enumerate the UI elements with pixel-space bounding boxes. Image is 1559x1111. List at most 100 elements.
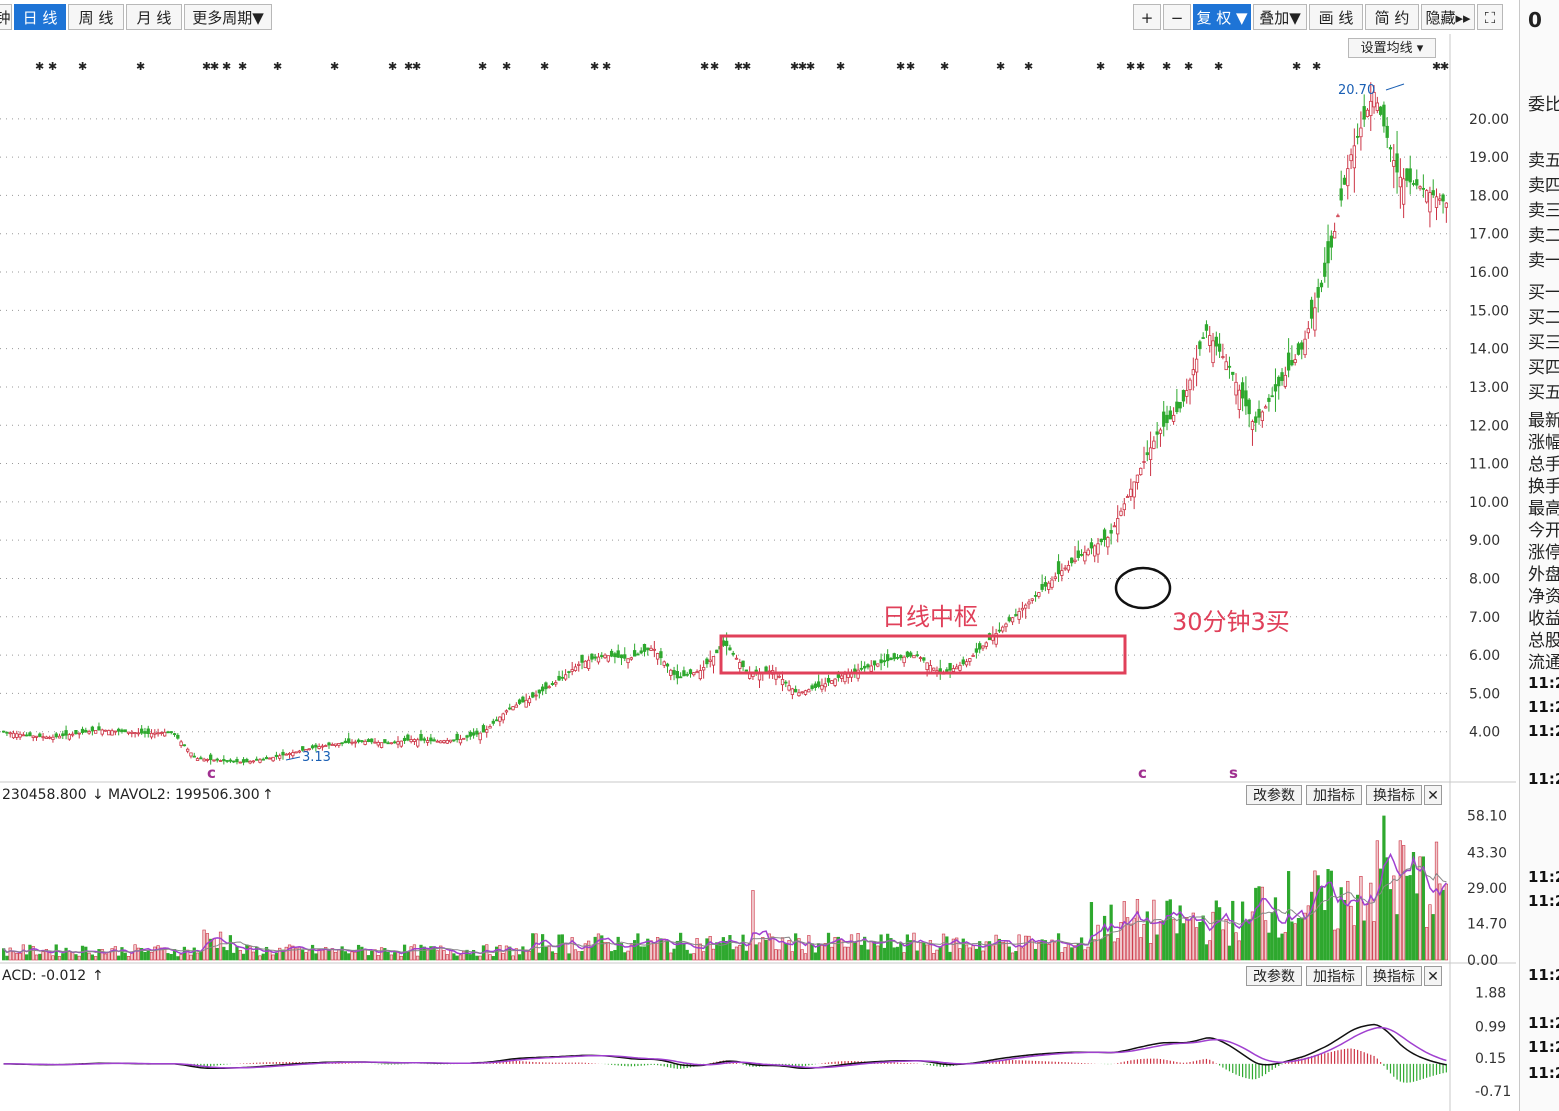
volume-bar bbox=[1191, 912, 1195, 961]
volume-bar bbox=[153, 946, 157, 961]
candle-body bbox=[547, 686, 551, 689]
volume-bar bbox=[731, 949, 735, 961]
candle-body bbox=[1421, 187, 1426, 190]
volume-bar bbox=[698, 943, 702, 961]
candle-body bbox=[540, 686, 545, 692]
volume-bar bbox=[1063, 947, 1067, 961]
tool-button-5[interactable]: 简 约 bbox=[1365, 4, 1419, 30]
volume-bar bbox=[103, 953, 108, 961]
tool-button-6[interactable]: 隐藏▸▸ bbox=[1421, 4, 1475, 30]
quote-field-label: 最高 bbox=[1528, 499, 1559, 519]
candle-body bbox=[327, 742, 331, 746]
volume-bar bbox=[836, 936, 840, 961]
candle-body bbox=[974, 648, 979, 653]
tool-button-1[interactable]: − bbox=[1163, 4, 1191, 30]
candle-body bbox=[994, 633, 998, 645]
tool-button-3[interactable]: 叠加▼ bbox=[1253, 4, 1307, 30]
volume-bar bbox=[636, 933, 640, 961]
volume-bar bbox=[557, 934, 561, 961]
period-button-2[interactable]: 周 线 bbox=[68, 4, 124, 30]
volume-ma-line bbox=[3, 852, 1447, 955]
trade-time: 11:2 bbox=[1528, 698, 1559, 716]
signal-star-marker: ✱ bbox=[330, 60, 339, 73]
volume-bar bbox=[790, 951, 794, 961]
volume-bar bbox=[396, 952, 400, 961]
volume-bar bbox=[294, 948, 298, 961]
candle-body bbox=[1165, 414, 1169, 424]
candle-body bbox=[268, 757, 272, 760]
candle-body bbox=[1102, 529, 1107, 541]
period-button-1[interactable]: 日 线 bbox=[14, 4, 66, 30]
macd-button-1[interactable]: 加指标 bbox=[1306, 966, 1362, 986]
candle-body bbox=[1250, 421, 1255, 430]
volume-bar bbox=[830, 946, 834, 961]
volume-bar bbox=[672, 948, 676, 961]
volume-bar bbox=[1310, 891, 1314, 961]
volume-bar bbox=[383, 948, 387, 961]
volume-bar bbox=[1444, 883, 1448, 961]
volume-bar bbox=[935, 949, 939, 961]
candle-body bbox=[314, 744, 318, 748]
ma-settings-button[interactable]: 设置均线 ▾ bbox=[1348, 38, 1436, 58]
quote-field-label: 买二 bbox=[1528, 308, 1559, 328]
side-panel: 0 委比 卖五 卖四 卖三 卖二 卖一 买一 买二 买三 买四 买五 最新 涨幅 总手 换手 最高 今开 涨停 外盘… bbox=[1519, 0, 1559, 1111]
candle-body bbox=[1342, 177, 1347, 185]
volume-bar bbox=[34, 954, 39, 961]
volume-bar bbox=[570, 937, 574, 961]
volume-bar bbox=[1214, 900, 1218, 961]
volume-bar bbox=[642, 946, 647, 961]
volume-bar bbox=[945, 936, 949, 961]
volume-bar bbox=[370, 951, 374, 961]
candle-body bbox=[1280, 372, 1284, 381]
price-tick-label: 6.00 bbox=[1469, 648, 1500, 664]
volume-bar bbox=[777, 949, 781, 961]
volume-bar bbox=[1145, 911, 1149, 961]
price-tick-label: 15.00 bbox=[1469, 303, 1509, 319]
candle-body bbox=[863, 665, 867, 669]
volume-bar bbox=[656, 937, 660, 961]
price-tick-label: 12.00 bbox=[1469, 418, 1509, 434]
tool-button-0[interactable]: + bbox=[1133, 4, 1161, 30]
volume-button-0[interactable]: 改参数 bbox=[1246, 785, 1302, 805]
signal-star-marker: ✱ bbox=[238, 60, 247, 73]
volume-bar bbox=[909, 940, 913, 961]
period-button-4[interactable]: 更多周期▼ bbox=[184, 4, 272, 30]
volume-bar bbox=[261, 953, 265, 961]
macd-close-button[interactable]: ✕ bbox=[1424, 966, 1442, 986]
volume-bar bbox=[606, 942, 610, 961]
candle-body bbox=[613, 653, 617, 658]
price-tick-label: 8.00 bbox=[1469, 571, 1500, 587]
volume-button-2[interactable]: 换指标 bbox=[1366, 785, 1422, 805]
candle-body bbox=[396, 741, 400, 745]
volume-bar bbox=[320, 950, 325, 961]
candle-body bbox=[5, 731, 9, 734]
signal-star-marker: ✱ bbox=[1214, 60, 1223, 73]
high-pointer bbox=[1385, 83, 1405, 91]
candle-body bbox=[1316, 287, 1320, 298]
volume-bar bbox=[1431, 914, 1435, 961]
signal-star-marker: ✱ bbox=[478, 60, 487, 73]
volume-bar bbox=[271, 954, 275, 961]
candle-body bbox=[1283, 374, 1287, 387]
volume-button-1[interactable]: 加指标 bbox=[1306, 785, 1362, 805]
tool-button-4[interactable]: 画 线 bbox=[1309, 4, 1363, 30]
period-button-0[interactable]: 钟 bbox=[0, 4, 12, 30]
candle-body bbox=[1217, 343, 1222, 352]
volume-bar bbox=[1204, 944, 1209, 961]
candle-body bbox=[61, 733, 65, 737]
tool-button-7[interactable]: ⛶ bbox=[1477, 4, 1503, 30]
candle-body bbox=[1359, 127, 1363, 138]
candle-body bbox=[826, 677, 831, 683]
volume-close-button[interactable]: ✕ bbox=[1424, 785, 1442, 805]
quote-field-label: 买五 bbox=[1528, 383, 1559, 403]
candle-body bbox=[169, 731, 173, 733]
tool-button-2[interactable]: 复 权 ▼ bbox=[1193, 4, 1251, 30]
period-button-3[interactable]: 月 线 bbox=[126, 4, 182, 30]
price-tick-label: 9.00 bbox=[1469, 533, 1500, 549]
volume-bar bbox=[810, 943, 814, 961]
signal-star-marker: ✱ bbox=[906, 60, 915, 73]
volume-bar bbox=[1040, 939, 1044, 961]
macd-button-2[interactable]: 换指标 bbox=[1366, 966, 1422, 986]
macd-button-0[interactable]: 改参数 bbox=[1246, 966, 1302, 986]
volume-bar bbox=[5, 955, 9, 961]
